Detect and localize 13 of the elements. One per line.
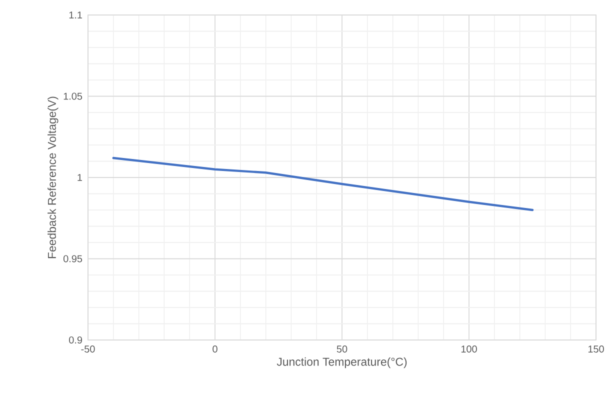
x-tick-label: -50 <box>81 346 95 353</box>
x-tick-label: 50 <box>336 346 348 353</box>
y-tick-label: 0.9 <box>69 336 82 344</box>
y-tick-label: 1 <box>78 174 82 181</box>
x-axis-title: Junction Temperature(°C) <box>276 357 407 368</box>
x-tick-label: 150 <box>588 346 604 353</box>
y-tick-label: 0.95 <box>63 255 82 262</box>
y-tick-label: 1.1 <box>69 12 82 18</box>
y-axis-title: Feedback Reference Voltage(V) <box>48 96 58 258</box>
y-tick-label: 1.05 <box>64 92 82 100</box>
line-series <box>112 156 534 212</box>
x-tick-label: 100 <box>461 346 477 353</box>
x-tick-label: 0 <box>212 346 218 353</box>
